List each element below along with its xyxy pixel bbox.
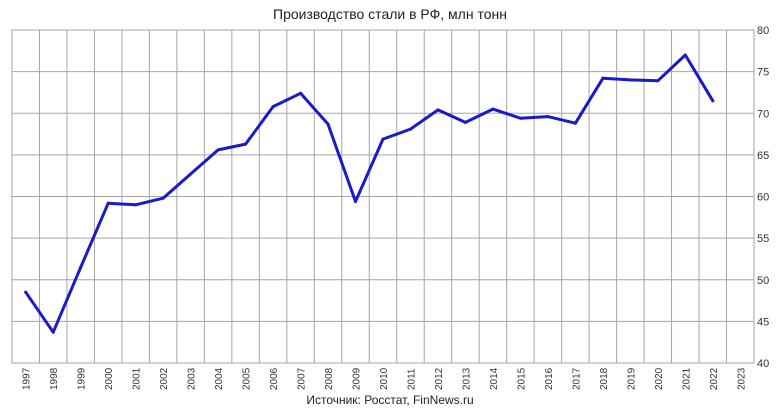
data-point (271, 105, 275, 109)
x-tick-label: 2020 (654, 367, 665, 390)
y-tick-label: 75 (757, 67, 769, 79)
x-tick-label: 2015 (516, 367, 527, 390)
data-point (299, 91, 303, 95)
y-tick-label: 60 (757, 192, 769, 204)
x-tick-label: 2005 (242, 367, 253, 390)
x-tick-label: 2003 (187, 367, 198, 390)
x-tick-label: 2006 (269, 367, 280, 390)
data-point (628, 78, 632, 82)
x-tick-label: 2023 (736, 367, 747, 390)
chart-source: Источник: Росстат, FinNews.ru (306, 393, 474, 407)
x-tick-label: 2010 (379, 367, 390, 390)
x-tick-label: 2001 (132, 367, 143, 390)
data-point (79, 265, 83, 269)
data-point (51, 330, 55, 334)
data-point (106, 201, 110, 205)
y-tick-label: 80 (757, 25, 769, 37)
x-tick-label: 2007 (297, 367, 308, 390)
data-point (134, 203, 138, 207)
data-point (326, 122, 330, 126)
data-point (601, 76, 605, 80)
x-tick-label: 2011 (406, 368, 417, 390)
data-point (354, 199, 358, 203)
grid (12, 29, 754, 364)
x-tick-label: 2000 (104, 367, 115, 390)
x-tick-label: 2022 (709, 367, 720, 390)
y-tick-label: 50 (757, 275, 769, 287)
data-point (244, 142, 248, 146)
series-layer (24, 53, 715, 334)
data-point (518, 116, 522, 120)
x-axis-ticks: 1997 1998 1999 2000 2001 2002 2003 2004 2005 2006… (22, 367, 748, 390)
data-point (161, 196, 165, 200)
data-point (656, 79, 660, 83)
data-point (381, 137, 385, 141)
x-tick-label: 2008 (324, 367, 335, 390)
y-tick-label: 40 (757, 358, 769, 370)
y-tick-label: 55 (757, 233, 769, 245)
x-tick-label: 1997 (22, 367, 33, 390)
y-tick-label: 65 (757, 150, 769, 162)
series-line (24, 53, 715, 334)
y-axis-ticks: 40 45 50 55 60 65 70 75 80 (757, 25, 769, 370)
data-point (683, 53, 687, 57)
data-point (573, 121, 577, 125)
x-tick-label: 2017 (571, 367, 582, 390)
x-tick-label: 1999 (77, 367, 88, 390)
x-tick-label: 2013 (461, 367, 472, 390)
x-tick-label: 2019 (626, 367, 637, 390)
y-tick-label: 45 (757, 316, 769, 328)
data-point (436, 108, 440, 112)
x-tick-label: 2004 (214, 367, 225, 390)
data-point (24, 290, 28, 294)
x-tick-label: 2018 (599, 367, 610, 390)
y-tick-label: 70 (757, 108, 769, 120)
x-tick-label: 2021 (681, 367, 692, 390)
x-tick-label: 2012 (434, 367, 445, 390)
data-point (463, 120, 467, 124)
data-point (216, 148, 220, 152)
data-point (546, 115, 550, 119)
data-point (491, 107, 495, 111)
x-tick-label: 2009 (352, 367, 363, 390)
x-tick-label: 2016 (544, 367, 555, 390)
data-point (189, 172, 193, 176)
chart-title: Производство стали в РФ, млн тонн (273, 6, 507, 22)
x-tick-label: 2002 (159, 367, 170, 390)
x-tick-label: 2014 (489, 367, 500, 390)
data-point (408, 127, 412, 131)
x-tick-label: 1998 (49, 367, 60, 390)
data-point (711, 99, 715, 103)
